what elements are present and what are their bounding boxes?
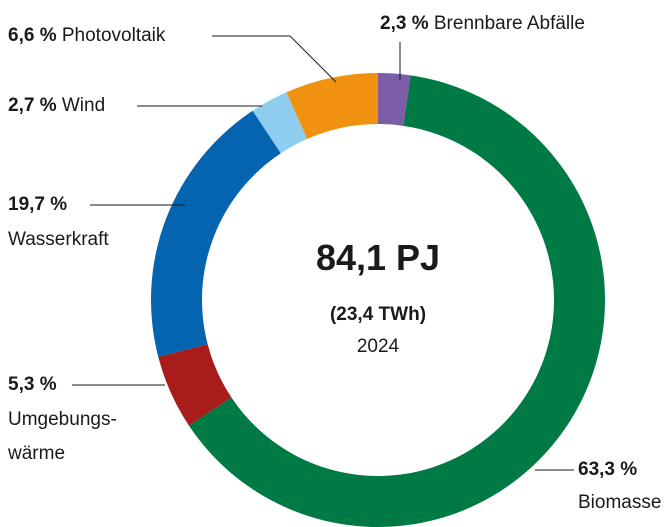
donut-segment <box>158 344 232 426</box>
value-label: 2,3 % <box>380 13 429 34</box>
segment-label: 6,6 % Photovoltaik <box>8 19 165 53</box>
category-label: Biomasse <box>578 492 662 513</box>
value-label: 19,7 % <box>8 194 68 215</box>
segment-label: 2,7 % Wind <box>8 89 105 123</box>
value-label: 5,3 % <box>8 374 57 395</box>
donut-segment <box>151 110 281 357</box>
center-year: 2024 <box>357 336 400 357</box>
segment-label: 2,3 % Brennbare Abfälle <box>380 7 585 41</box>
leader-line <box>212 35 337 83</box>
donut-segment <box>378 73 411 126</box>
center-twh: (23,4 TWh) <box>330 304 426 325</box>
category-label: Brennbare Abfälle <box>433 13 585 34</box>
category-label: Wasserkraft <box>8 229 109 250</box>
value-label: 6,6 % <box>8 25 57 46</box>
value-label: 63,3 % <box>578 459 638 480</box>
category-label: Photovoltaik <box>61 25 166 46</box>
value-label: 2,7 % <box>8 95 57 116</box>
center-total: 84,1 PJ <box>316 237 440 278</box>
category-label: Wind <box>61 95 106 116</box>
donut-segment <box>252 92 308 154</box>
donut-segment <box>286 73 378 139</box>
category-label: Umgebungs-wärme <box>8 409 117 464</box>
